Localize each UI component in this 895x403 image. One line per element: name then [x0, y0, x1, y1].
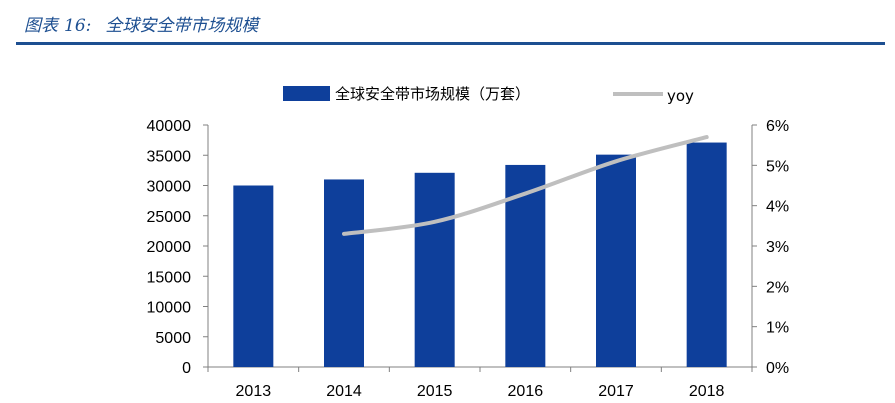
left-tick-label: 30000	[147, 179, 192, 196]
figure-caption: 图表 16: 全球安全带市场规模	[24, 11, 258, 37]
figure-label: 图表	[24, 16, 58, 36]
right-tick-label: 4%	[766, 199, 789, 216]
x-tick-label: 2014	[326, 383, 362, 400]
right-tick-label: 2%	[766, 279, 789, 296]
left-tick-label: 0	[182, 360, 191, 377]
tick-labels: 0 5000 10000 15000 20000 25000 30000 35000 40000…	[147, 118, 790, 400]
legend-bar-label: 全球安全带市场规模（万套）	[335, 85, 530, 103]
bar	[414, 172, 455, 367]
right-tick-label: 6%	[766, 118, 789, 135]
x-tick-label: 2013	[236, 383, 272, 400]
figure-number: 16:	[64, 16, 92, 36]
bar	[324, 179, 364, 367]
figure-title: 全球安全带市场规模	[105, 16, 259, 36]
bar	[233, 185, 274, 367]
left-tick-label: 25000	[147, 209, 192, 226]
right-tick-label: 0%	[766, 360, 789, 377]
x-tick-label: 2018	[689, 383, 725, 400]
right-tick-label: 3%	[766, 239, 789, 256]
bar	[686, 142, 727, 367]
legend-bar-swatch	[283, 86, 330, 101]
left-tick-label: 20000	[147, 239, 192, 256]
axes	[203, 124, 757, 372]
bar-series	[233, 142, 727, 367]
right-tick-label: 5%	[766, 158, 789, 175]
yoy-line	[342, 135, 709, 236]
left-tick-label: 35000	[147, 148, 192, 165]
header-rule	[16, 42, 885, 45]
bar	[596, 154, 636, 367]
left-tick-label: 15000	[147, 269, 192, 286]
right-tick-label: 1%	[766, 320, 789, 337]
legend: 全球安全带市场规模（万套） yoy	[283, 85, 694, 105]
x-tick-label: 2016	[508, 383, 544, 400]
yoy-series	[342, 135, 709, 236]
x-tick-label: 2015	[417, 383, 453, 400]
left-tick-label: 10000	[147, 300, 192, 317]
left-tick-label: 5000	[155, 330, 191, 347]
x-tick-label: 2017	[598, 383, 634, 400]
left-tick-label: 40000	[147, 118, 192, 135]
legend-line-label: yoy	[667, 87, 694, 105]
